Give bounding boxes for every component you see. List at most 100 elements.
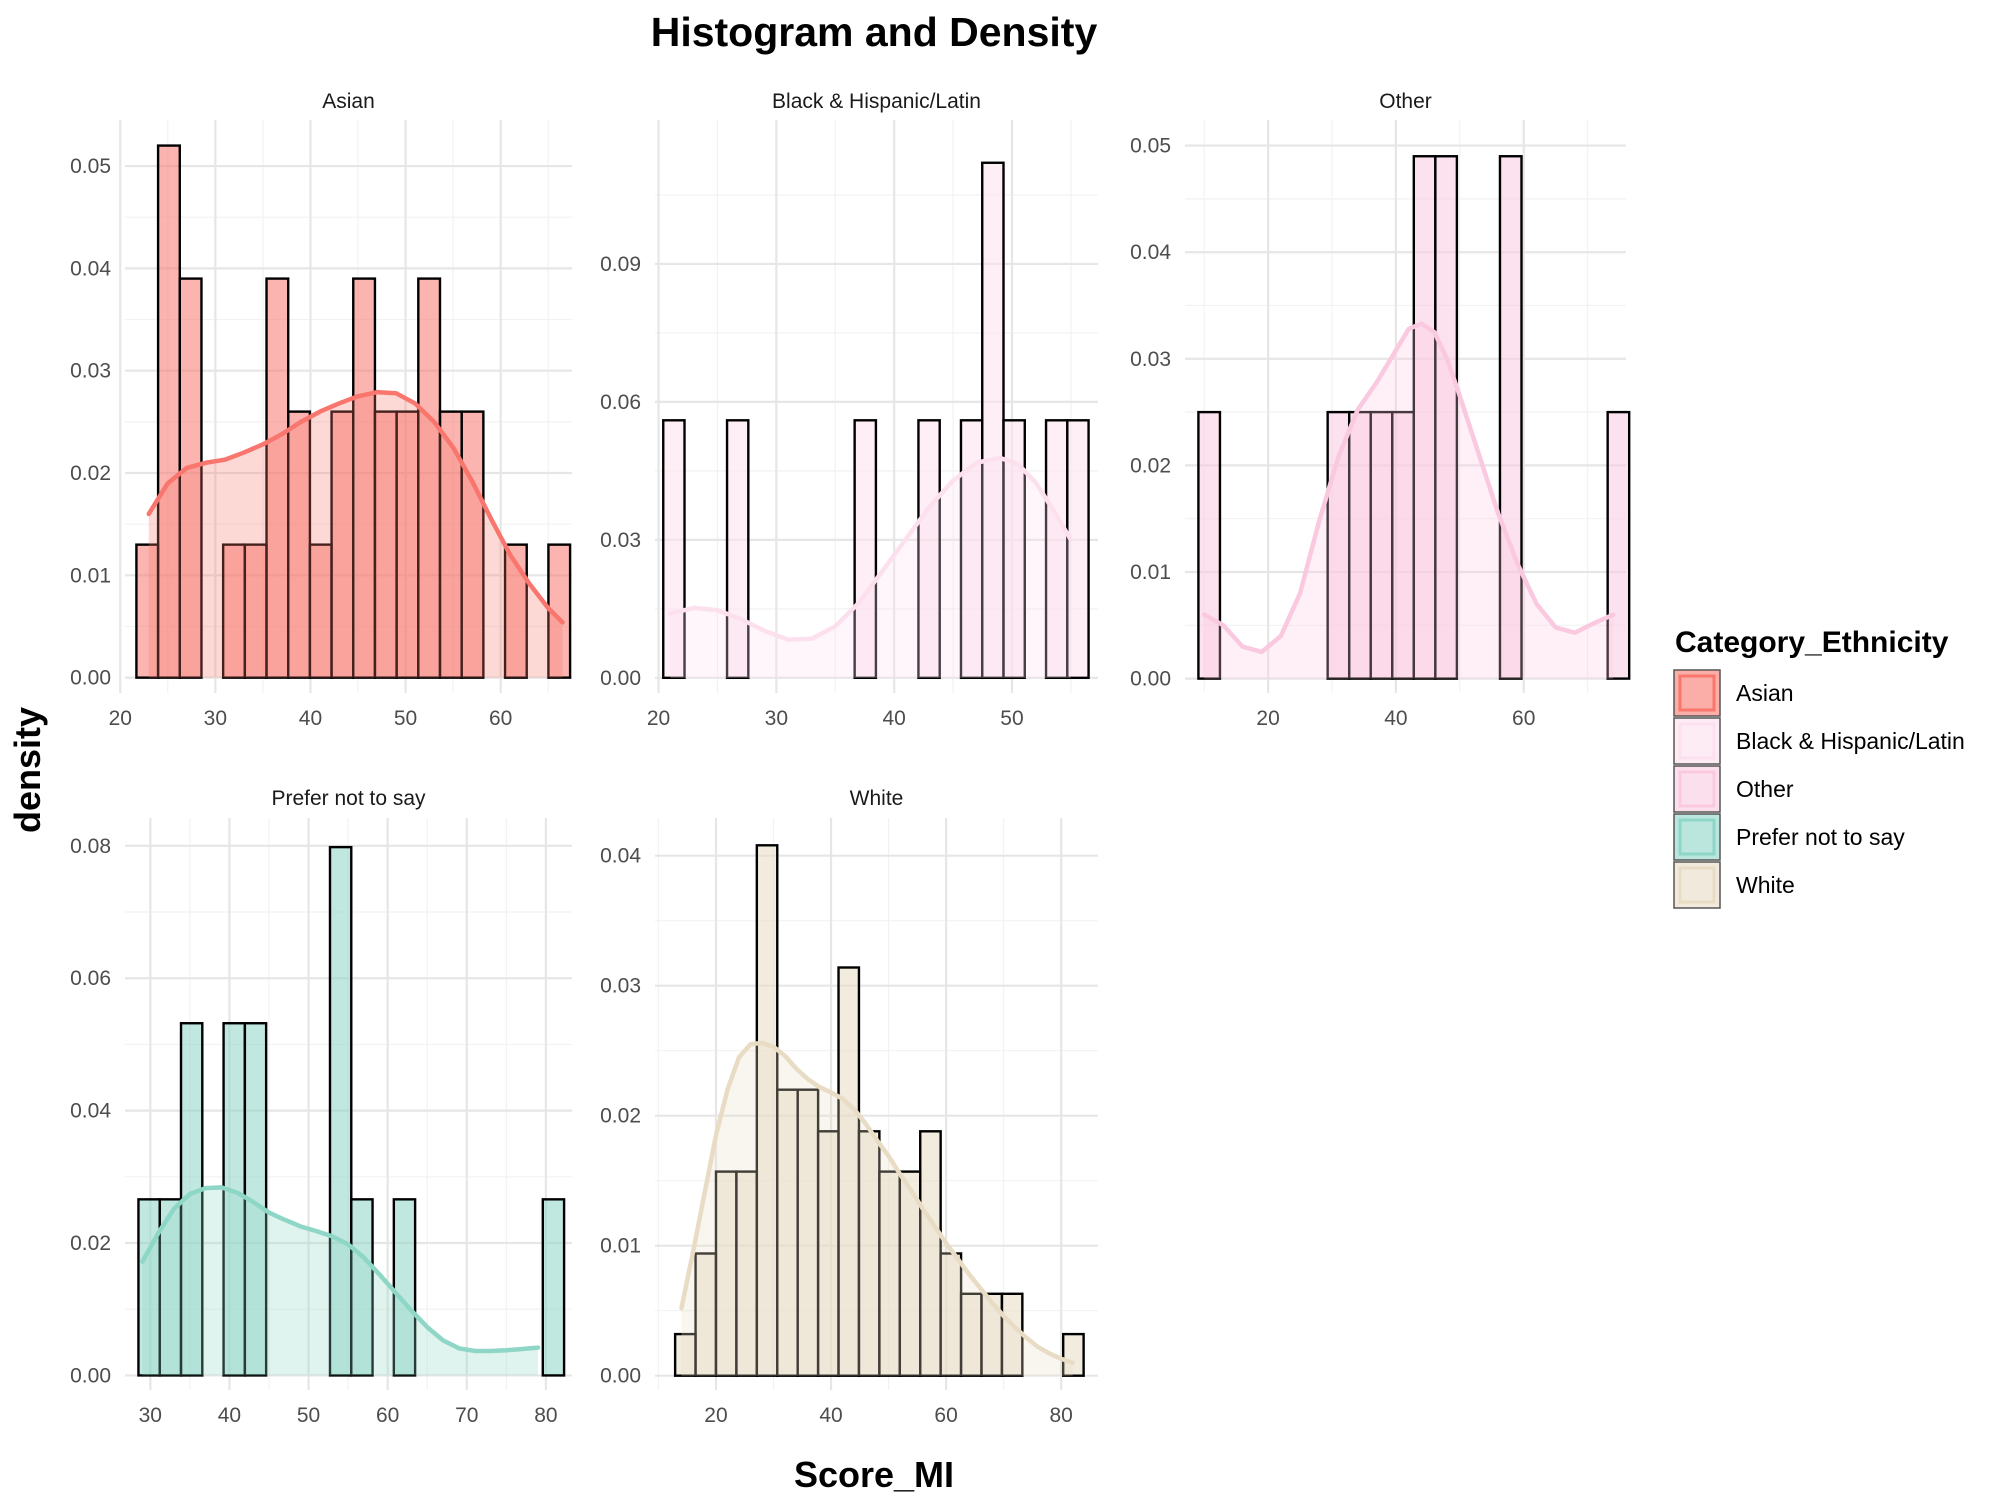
legend-label: Prefer not to say: [1736, 824, 1905, 850]
y-tick-label: 0.04: [70, 257, 111, 280]
y-tick-label: 0.03: [600, 529, 641, 552]
y-tick-label: 0.00: [70, 667, 111, 690]
x-tick-label: 40: [882, 707, 905, 730]
chart-title: Histogram and Density: [651, 9, 1098, 55]
legend-label: Black & Hispanic/Latin: [1736, 728, 1965, 754]
density-area: [142, 1187, 538, 1376]
y-tick-label: 0.03: [1130, 348, 1171, 371]
y-tick-label: 0.02: [600, 1105, 641, 1128]
histogram-bar: [460, 410, 485, 679]
y-tick-label: 0.03: [70, 360, 111, 383]
x-tick-label: 40: [218, 1404, 241, 1427]
x-tick-label: 50: [1000, 707, 1023, 730]
strip-label-other: Other: [1379, 90, 1432, 113]
legend-swatch-line: [1678, 866, 1716, 904]
histogram-bar: [917, 419, 941, 680]
y-tick-label: 0.09: [600, 253, 641, 276]
strip-label-prefer-not-to-say: Prefer not to say: [271, 787, 426, 810]
x-tick-label: 60: [1512, 707, 1535, 730]
density-area: [670, 458, 1071, 678]
x-tick-label: 40: [299, 707, 322, 730]
x-tick-label: 20: [704, 1404, 727, 1427]
y-tick-label: 0.02: [70, 462, 111, 485]
legend-swatch: [1673, 717, 1721, 765]
x-tick-label: 60: [934, 1404, 957, 1427]
x-tick-label: 30: [765, 707, 788, 730]
x-tick-label: 40: [819, 1404, 842, 1427]
y-tick-label: 0.00: [70, 1364, 111, 1387]
histogram-bar: [1434, 155, 1459, 680]
histogram-bar: [350, 1198, 374, 1377]
density-line: [140, 1185, 541, 1354]
legend-title: Category_Ethnicity: [1675, 626, 1949, 659]
legend-item-black-hispanic-latin: Black & Hispanic/Latin: [1673, 717, 1965, 765]
density-area: [681, 1042, 1073, 1376]
strip-label-asian: Asian: [322, 90, 375, 113]
legend-swatch: [1673, 861, 1721, 909]
x-tick-label: 20: [647, 707, 670, 730]
facet-panels: Asian 20 30 40 50 60 0.00 0.01 0.02 0.03 0.04 0.05 B…: [70, 90, 1631, 1427]
panel-other: Other 20 40 60 0.00 0.01 0.02 0.03 0.04 0.05: [1130, 90, 1631, 730]
x-tick-label: 20: [109, 707, 132, 730]
legend-item-white: White: [1673, 861, 1795, 909]
x-tick-label: 50: [297, 1404, 320, 1427]
y-tick-label: 0.02: [70, 1232, 111, 1255]
density-line: [679, 1040, 1075, 1365]
strip-label-black-hispanic-latin: Black & Hispanic/Latin: [772, 90, 981, 113]
y-tick-label: 0.01: [70, 564, 111, 587]
x-tick-label: 60: [489, 707, 512, 730]
legend-items: Asian Black & Hispanic/Latin Other Prefer n…: [1673, 669, 1965, 909]
panel-asian: Asian 20 30 40 50 60 0.00 0.01 0.02 0.03 0.04 0.05: [70, 90, 572, 730]
histogram-bar: [178, 277, 203, 679]
x-tick-label: 50: [394, 707, 417, 730]
y-axis-title: density: [7, 707, 48, 833]
y-tick-label: 0.01: [1130, 561, 1171, 584]
y-tick-label: 0.04: [1130, 241, 1171, 264]
histogram-bar: [1066, 419, 1090, 680]
y-tick-label: 0.04: [600, 845, 641, 868]
legend-swatch: [1673, 813, 1721, 861]
y-tick-label: 0.00: [1130, 668, 1171, 691]
density-line: [146, 389, 565, 625]
legend-item-asian: Asian: [1673, 669, 1794, 717]
histogram-bar: [541, 1198, 566, 1377]
legend-swatch: [1673, 765, 1721, 813]
y-tick-label: 0.06: [70, 967, 111, 990]
y-tick-label: 0.00: [600, 667, 641, 690]
strip-label-white: White: [850, 787, 904, 810]
legend-label: Asian: [1736, 680, 1794, 706]
y-tick-label: 0.02: [1130, 454, 1171, 477]
x-tick-label: 20: [1256, 707, 1279, 730]
density-line: [1201, 321, 1616, 655]
density-area: [1204, 323, 1614, 679]
legend-label: Other: [1736, 776, 1794, 802]
x-tick-label: 30: [139, 1404, 162, 1427]
x-tick-label: 80: [1049, 1404, 1072, 1427]
legend-swatch-line: [1678, 770, 1716, 808]
legend-item-prefer-not-to-say: Prefer not to say: [1673, 813, 1905, 861]
y-tick-label: 0.06: [600, 391, 641, 414]
y-tick-label: 0.05: [70, 155, 111, 178]
histogram-bar: [1498, 155, 1523, 680]
histogram-bar: [1197, 410, 1222, 680]
histogram-bar: [1606, 410, 1631, 680]
y-tick-label: 0.05: [1130, 135, 1171, 158]
panel-black-hispanic-latin: Black & Hispanic/Latin 20 30 40 50 0.00 0.03 0.…: [600, 90, 1098, 730]
legend-swatch-line: [1678, 818, 1716, 856]
y-tick-label: 0.04: [70, 1100, 111, 1123]
legend: Category_Ethnicity Asian Black & Hispanic…: [1673, 626, 1965, 909]
x-axis-title: Score_MI: [794, 1454, 954, 1495]
density-area: [148, 392, 563, 678]
histogram-bar: [503, 543, 528, 679]
x-tick-label: 80: [534, 1404, 557, 1427]
y-tick-label: 0.08: [70, 835, 111, 858]
legend-label: White: [1736, 872, 1795, 898]
histogram-bar: [853, 419, 878, 680]
density-line: [668, 455, 1074, 642]
panel-white: White 20 40 60 80 0.00 0.01 0.02 0.03 0.04: [600, 787, 1098, 1427]
x-tick-label: 40: [1384, 707, 1407, 730]
legend-swatch-line: [1678, 722, 1716, 760]
y-tick-label: 0.00: [600, 1365, 641, 1388]
histogram-bar: [1061, 1332, 1085, 1377]
